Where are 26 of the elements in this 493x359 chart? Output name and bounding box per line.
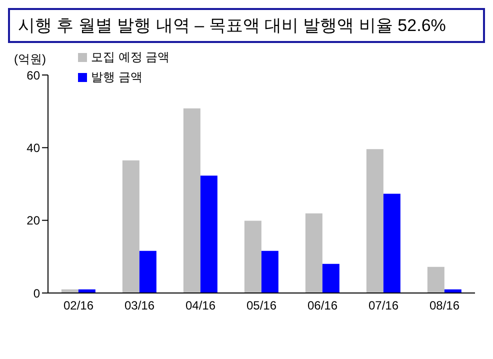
bar <box>383 194 400 293</box>
y-axis-title: (억원) <box>14 51 46 68</box>
y-tick-label: 40 <box>26 140 40 155</box>
y-tick-label: 0 <box>33 286 40 300</box>
chart-title: 시행 후 월별 발행 내역 – 목표액 대비 발행액 비율 52.6% <box>8 8 485 43</box>
x-tick-label: 07/16 <box>368 298 399 313</box>
x-tick-label: 04/16 <box>185 298 216 313</box>
bar <box>139 250 156 293</box>
x-tick-label: 06/16 <box>307 298 338 313</box>
bar <box>183 108 200 293</box>
bar <box>261 250 278 293</box>
bar <box>244 220 262 293</box>
bar <box>322 264 340 293</box>
legend-label: 발행 금액 <box>91 70 142 84</box>
x-tick-label: 05/16 <box>246 298 277 313</box>
bar <box>427 266 444 293</box>
y-tick-label: 20 <box>26 214 40 228</box>
bar <box>305 213 322 293</box>
bar <box>366 149 384 293</box>
x-tick-label: 03/16 <box>124 298 155 313</box>
x-tick-label: 08/16 <box>429 298 460 313</box>
bar <box>200 176 218 293</box>
bar <box>122 160 140 293</box>
x-tick-label: 02/16 <box>63 298 94 313</box>
y-tick-label: 60 <box>26 68 40 82</box>
legend-label: 모집 예정 금액 <box>91 50 170 64</box>
